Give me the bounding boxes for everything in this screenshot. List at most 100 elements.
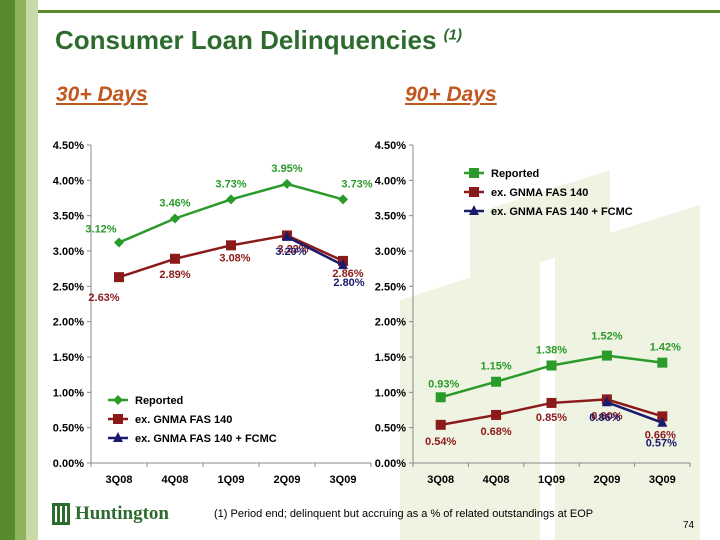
data-label: 3.73%: [341, 178, 372, 190]
y-tick-label: 4.50%: [53, 140, 84, 152]
y-tick-label: 2.00%: [375, 317, 406, 329]
data-label: 3.73%: [215, 178, 246, 190]
y-tick-label: 1.00%: [375, 387, 406, 399]
legend-marker: [113, 414, 123, 424]
data-point: [338, 259, 348, 270]
data-point: [657, 411, 668, 422]
data-point: [546, 360, 557, 371]
y-tick-label: 2.50%: [53, 281, 84, 293]
legend-marker: [469, 205, 479, 215]
data-label: 0.93%: [428, 378, 459, 390]
y-tick-label: 3.00%: [53, 246, 84, 258]
y-tick-label: 2.00%: [53, 317, 84, 329]
legend-label: ex. GNMA FAS 140 + FCMC: [491, 206, 633, 218]
chart-90-days-heading: 90+ Days: [405, 83, 497, 106]
huntington-logo-icon: [52, 503, 70, 525]
data-label: 0.90%: [591, 410, 622, 422]
logo-wordmark: Huntington: [75, 503, 169, 524]
data-label: 1.42%: [650, 342, 681, 354]
data-label: 0.57%: [646, 438, 677, 450]
series-line: [606, 401, 663, 424]
legend-label: ex. GNMA FAS 140: [491, 187, 588, 199]
y-tick-label: 1.50%: [375, 352, 406, 364]
x-tick-label: 2Q09: [593, 474, 620, 486]
y-tick-label: 0.00%: [375, 458, 406, 470]
y-tick-label: 3.00%: [375, 246, 406, 258]
x-tick-label: 3Q08: [106, 474, 133, 486]
y-tick-label: 3.50%: [375, 211, 406, 223]
data-point: [226, 240, 236, 251]
footnote: (1) Period end; delinquent but accruing …: [214, 508, 594, 520]
data-point: [657, 357, 668, 368]
legend-marker: [113, 395, 123, 405]
data-point: [435, 392, 446, 403]
data-label: 0.86%: [589, 412, 620, 424]
legend-label: Reported: [491, 168, 539, 180]
data-point: [601, 396, 612, 407]
data-point: [657, 416, 668, 427]
data-label: 2.63%: [88, 292, 119, 304]
y-tick-label: 2.50%: [375, 281, 406, 293]
data-label: 3.46%: [159, 197, 190, 209]
data-point: [338, 194, 348, 205]
x-tick-label: 1Q09: [538, 474, 565, 486]
y-tick-label: 0.50%: [375, 423, 406, 435]
data-label: 3.08%: [219, 252, 250, 264]
data-label: 1.52%: [591, 331, 622, 343]
x-tick-label: 3Q09: [330, 474, 357, 486]
y-tick-label: 4.00%: [375, 175, 406, 187]
data-point: [114, 237, 124, 248]
data-label: 0.85%: [536, 412, 567, 424]
top-rule: [38, 10, 720, 13]
data-point: [491, 376, 502, 387]
series-line: [286, 235, 344, 267]
x-tick-label: 3Q09: [649, 474, 676, 486]
data-point: [282, 230, 292, 241]
huntington-logo: Huntington: [52, 503, 169, 525]
y-tick-label: 1.00%: [53, 387, 84, 399]
data-label: 2.80%: [333, 277, 364, 289]
legend-label: Reported: [135, 395, 183, 407]
data-label: 3.95%: [271, 163, 302, 175]
data-point: [170, 253, 180, 264]
data-label: 3.20%: [275, 246, 306, 258]
x-tick-label: 4Q08: [162, 474, 189, 486]
data-label: 3.12%: [85, 224, 116, 236]
data-point: [114, 272, 124, 283]
data-point: [435, 419, 446, 430]
data-label: 0.68%: [480, 426, 511, 438]
y-tick-label: 1.50%: [53, 352, 84, 364]
data-label: 2.86%: [332, 268, 363, 280]
title-footnote-marker: (1): [443, 26, 462, 44]
data-point: [282, 178, 292, 189]
legend-label: ex. GNMA FAS 140: [135, 414, 232, 426]
legend-marker: [469, 187, 479, 197]
page-number: 74: [683, 520, 695, 531]
data-point: [226, 194, 236, 205]
data-label: 2.89%: [159, 269, 190, 281]
data-point: [170, 213, 180, 224]
y-tick-label: 0.00%: [53, 458, 84, 470]
data-label: 3.22%: [277, 243, 308, 255]
data-label: 1.15%: [480, 361, 511, 373]
data-point: [491, 409, 502, 420]
data-point: [601, 350, 612, 361]
chart-30-days-heading: 30+ Days: [56, 83, 148, 106]
x-tick-label: 3Q08: [427, 474, 454, 486]
y-tick-label: 4.00%: [53, 175, 84, 187]
y-tick-label: 3.50%: [53, 211, 84, 223]
left-sidebar-stripes: [0, 0, 38, 540]
data-point: [546, 397, 557, 408]
legend-marker: [469, 168, 479, 178]
y-tick-label: 4.50%: [375, 140, 406, 152]
legend-marker: [113, 432, 123, 442]
data-label: 0.66%: [645, 429, 676, 441]
x-tick-label: 2Q09: [274, 474, 301, 486]
legend-label: ex. GNMA FAS 140 + FCMC: [135, 433, 277, 445]
data-label: 0.54%: [425, 436, 456, 448]
slide-title: Consumer Loan Delinquencies (1): [55, 25, 462, 55]
x-tick-label: 1Q09: [218, 474, 245, 486]
